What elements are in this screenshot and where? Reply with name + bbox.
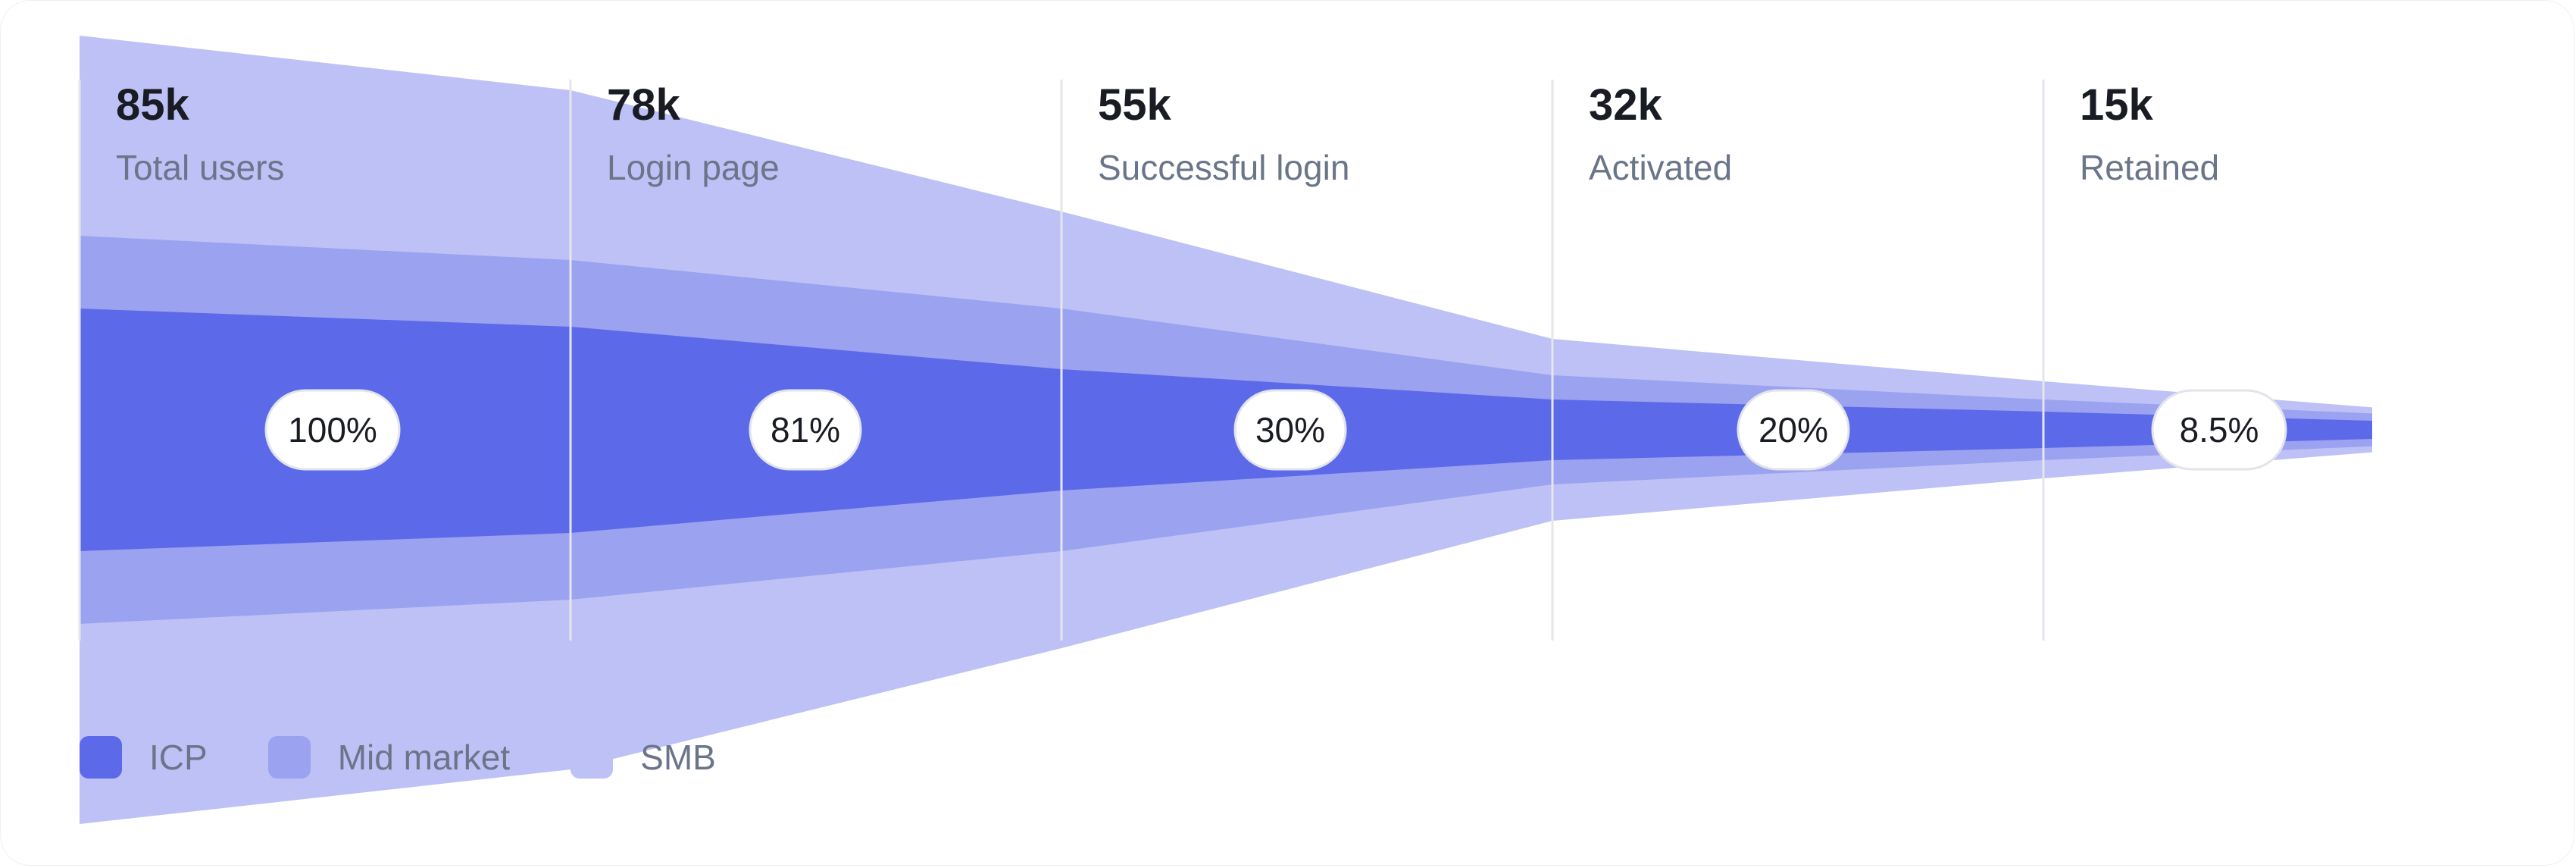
legend-swatch-icp (80, 736, 122, 779)
stage-header: 55k Successful login (1098, 77, 1522, 190)
stage-value: 78k (607, 80, 680, 130)
stage-name: Total users (116, 148, 285, 187)
legend-label-mid-market: Mid market (337, 738, 511, 777)
percent-pill-background (1737, 389, 1850, 471)
legend-label-icp: ICP (149, 738, 208, 777)
percent-pill-background (1233, 389, 1347, 471)
legend-item-smb[interactable]: SMB (571, 736, 716, 779)
legend-item-mid-market[interactable]: Mid market (267, 736, 511, 779)
stage-value: 85k (116, 80, 189, 130)
percent-pill: 8.5% (2151, 389, 2287, 471)
percent-pill: 20% (1737, 389, 1850, 471)
percent-pill-background (2151, 389, 2287, 471)
percent-label: 100% (288, 410, 377, 450)
percent-pill-background (749, 389, 862, 471)
percent-pill: 81% (749, 389, 862, 471)
percent-label: 30% (1255, 410, 1325, 450)
percent-pill: 100% (264, 389, 401, 471)
legend-swatch-smb (571, 736, 614, 779)
stage-name: Retained (2080, 148, 2220, 187)
funnel-band-icp (80, 309, 2372, 551)
stage-name: Login page (607, 148, 780, 187)
stage-value: 55k (1098, 80, 1171, 130)
stage-header: 85k Total users (116, 77, 540, 190)
percent-label: 20% (1758, 410, 1828, 450)
percent-label: 8.5% (2180, 410, 2259, 450)
percent-label: 81% (771, 410, 840, 450)
legend-label-smb: SMB (640, 738, 716, 777)
percent-pill-background (264, 389, 401, 471)
legend-item-icp[interactable]: ICP (80, 736, 208, 779)
stage-header: 15k Retained (2080, 77, 2504, 190)
percent-pill: 30% (1233, 389, 1347, 471)
legend-swatch-mid-market (267, 736, 311, 779)
stage-name: Activated (1589, 148, 1733, 187)
legend: ICP Mid market SMB (80, 736, 777, 779)
stage-name: Successful login (1098, 148, 1350, 187)
stage-header: 32k Activated (1589, 77, 2013, 190)
stage-value: 32k (1589, 80, 1662, 130)
stage-header: 78k Login page (607, 77, 1031, 190)
stage-value: 15k (2080, 80, 2153, 130)
